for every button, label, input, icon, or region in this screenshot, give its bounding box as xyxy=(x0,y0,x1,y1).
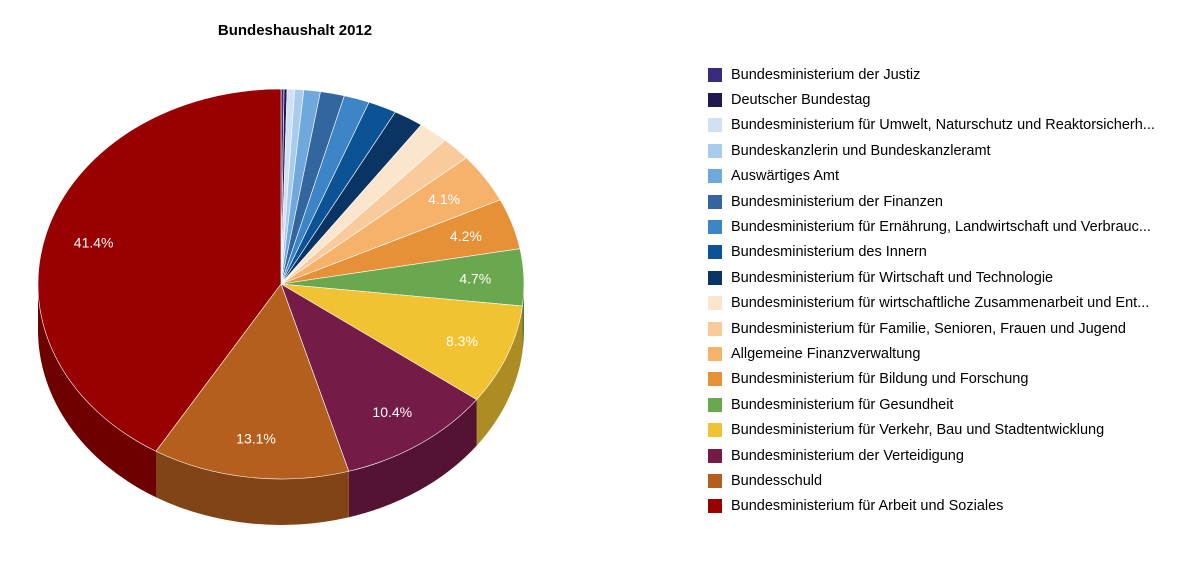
pie-slice-15 xyxy=(280,283,478,472)
legend-swatch xyxy=(708,499,722,514)
legend-item: Bundesministerium für Wirtschaft und Tec… xyxy=(708,265,1155,290)
pie-side-14 xyxy=(476,306,523,446)
legend-item: Bundesministerium für Umwelt, Naturschut… xyxy=(708,113,1155,138)
pie-slice-16 xyxy=(155,283,350,480)
legend-label: Bundeskanzlerin und Bundeskanzleramt xyxy=(731,142,991,159)
slice-label-15: 10.4% xyxy=(372,404,412,420)
legend-item: Bundesministerium für Bildung und Forsch… xyxy=(708,367,1155,392)
slice-label-14: 8.3% xyxy=(446,333,478,349)
legend-label: Bundesministerium der Justiz xyxy=(731,66,921,83)
legend-swatch xyxy=(708,372,722,387)
legend-swatch xyxy=(708,245,722,260)
legend-item: Bundesministerium für Verkehr, Bau und S… xyxy=(708,417,1155,442)
pie-slice-14 xyxy=(280,283,523,400)
pie-slice-17 xyxy=(37,88,282,452)
legend-item: Bundesministerium für Familie, Senioren,… xyxy=(708,316,1155,341)
legend-label: Bundesministerium für Wirtschaft und Tec… xyxy=(731,269,1054,286)
pie-side-13 xyxy=(522,284,524,353)
legend-label: Auswärtiges Amt xyxy=(731,168,839,185)
legend-label: Bundesministerium für Ernährung, Landwir… xyxy=(731,219,1151,236)
legend-swatch xyxy=(708,270,722,285)
legend-item: Auswärtiges Amt xyxy=(708,164,1155,189)
legend-item: Bundesministerium für Ernährung, Landwir… xyxy=(708,214,1155,239)
legend-swatch xyxy=(708,346,722,361)
legend-swatch xyxy=(708,448,722,463)
legend-label: Bundesministerium des Innern xyxy=(731,244,927,261)
legend-swatch xyxy=(708,423,722,438)
legend-swatch xyxy=(708,93,722,108)
slice-label-11: 4.1% xyxy=(428,191,460,207)
legend-label: Bundesministerium für Bildung und Forsch… xyxy=(731,371,1029,388)
legend-swatch xyxy=(708,220,722,235)
legend-label: Bundesschuld xyxy=(731,472,823,489)
legend-item: Bundesministerium für Arbeit und Soziale… xyxy=(708,494,1155,519)
legend-swatch xyxy=(708,397,722,412)
pie-side-16 xyxy=(155,451,349,525)
legend-label: Bundesministerium der Finanzen xyxy=(731,193,943,210)
legend-item: Deutscher Bundestag xyxy=(708,87,1155,112)
legend-item: Allgemeine Finanzverwaltung xyxy=(708,341,1155,366)
legend-item: Bundesschuld xyxy=(708,468,1155,493)
pie-chart: 4.1% 4.2% 4.7% 8.3% 10.4% 13.1% 41.4% xyxy=(37,88,525,525)
legend-swatch xyxy=(708,67,722,82)
legend-swatch xyxy=(708,169,722,184)
legend-item: Bundesministerium der Justiz xyxy=(708,62,1155,87)
legend-item: Bundesministerium der Verteidigung xyxy=(708,443,1155,468)
pie-side-17 xyxy=(38,284,156,498)
legend-label: Bundesministerium für Gesundheit xyxy=(731,396,954,413)
legend-label: Bundesministerium für Verkehr, Bau und S… xyxy=(731,422,1105,439)
pie-depth xyxy=(38,284,524,525)
legend-item: Bundesministerium der Finanzen xyxy=(708,189,1155,214)
legend-swatch xyxy=(708,194,722,209)
legend-swatch xyxy=(708,321,722,336)
legend-item: Bundeskanzlerin und Bundeskanzleramt xyxy=(708,138,1155,163)
legend-item: Bundesministerium für Gesundheit xyxy=(708,392,1155,417)
pie-labels: 4.1% 4.2% 4.7% 8.3% 10.4% 13.1% 41.4% xyxy=(74,191,491,447)
legend-swatch xyxy=(708,118,722,133)
legend-label: Deutscher Bundestag xyxy=(731,92,871,109)
slice-label-16: 13.1% xyxy=(236,431,276,447)
chart-title: Bundeshaushalt 2012 xyxy=(217,22,373,39)
slice-label-13: 4.7% xyxy=(459,271,491,287)
legend: Bundesministerium der Justiz Deutscher Bu… xyxy=(708,62,1155,519)
legend-label: Allgemeine Finanzverwaltung xyxy=(731,345,921,362)
legend-label: Bundesministerium für wirtschaftliche Zu… xyxy=(731,295,1150,312)
legend-swatch xyxy=(708,473,722,488)
slice-label-12: 4.2% xyxy=(450,228,482,244)
legend-label: Bundesministerium für Umwelt, Naturschut… xyxy=(731,117,1155,134)
legend-item: Bundesministerium für wirtschaftliche Zu… xyxy=(708,291,1155,316)
slice-label-17: 41.4% xyxy=(74,234,114,250)
legend-swatch xyxy=(708,143,722,158)
legend-swatch xyxy=(708,296,722,311)
legend-label: Bundesministerium für Familie, Senioren,… xyxy=(731,320,1126,337)
legend-item: Bundesministerium des Innern xyxy=(708,240,1155,265)
pie-side-15 xyxy=(348,399,477,518)
legend-label: Bundesministerium der Verteidigung xyxy=(731,447,964,464)
legend-label: Bundesministerium für Arbeit und Soziale… xyxy=(731,498,1004,515)
pie-top xyxy=(37,88,525,480)
